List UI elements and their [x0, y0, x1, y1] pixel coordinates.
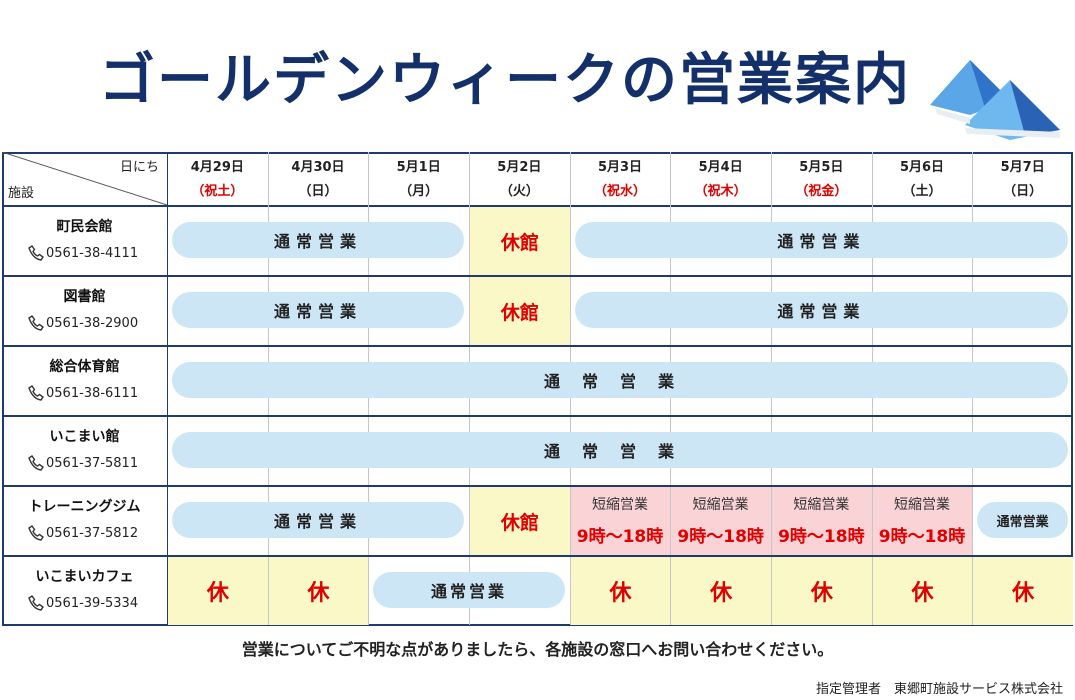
short-hours: 9時～18時: [778, 526, 865, 547]
column-line: [167, 152, 168, 625]
day-name: （日）: [1003, 183, 1043, 199]
open-pill: 通常営業: [172, 292, 464, 328]
short-cell: [872, 487, 973, 555]
closed-cell: 休: [168, 557, 268, 625]
facility-name: トレーニングジム: [28, 499, 141, 515]
closed-cell: 休館: [470, 277, 570, 345]
day-date: 4月30日: [291, 159, 345, 175]
title: ゴールデンウィークの営業案内: [99, 47, 911, 113]
short-label: 短縮営業: [793, 497, 850, 513]
facility-phone: 0561-38-6111: [46, 385, 139, 401]
open-pill: 通常営業: [172, 432, 1068, 468]
phone-icon: [28, 385, 44, 401]
day-date: 5月5日: [799, 159, 844, 175]
closed-cell: 休: [973, 557, 1073, 625]
facility-name: 図書館: [63, 289, 106, 305]
day-name: （祝金）: [795, 183, 848, 199]
credit: 指定管理者 東郷町施設サービス株式会社: [815, 682, 1063, 697]
short-label: 短縮営業: [893, 497, 950, 513]
closed-cell: 休: [772, 557, 872, 625]
day-date: 5月7日: [1000, 159, 1045, 175]
facility-name: 総合体育館: [49, 359, 120, 375]
row-line: [2, 485, 1073, 487]
facility-name: いこまいカフェ: [35, 569, 134, 585]
facility-phone: 0561-38-2900: [46, 315, 139, 331]
facility-name: いこまい館: [49, 429, 120, 445]
facility-phone: 0561-39-5334: [46, 595, 139, 611]
day-name: （火）: [499, 183, 539, 199]
closed-cell: 休: [671, 557, 771, 625]
corner-diagonal: [2, 152, 167, 205]
open-pill: 通常営業: [574, 292, 1068, 328]
short-label: 短縮営業: [591, 497, 648, 513]
row-line: [2, 415, 1073, 417]
phone-icon: [28, 595, 44, 611]
short-hours: 9時～18時: [576, 526, 664, 547]
facility-phone: 0561-37-5812: [46, 525, 139, 541]
open-pill: 通常営業: [574, 222, 1068, 258]
day-name: （祝木）: [694, 183, 747, 199]
short-cell: [772, 487, 872, 555]
day-date: 5月4日: [698, 159, 743, 175]
corner-bottom: 施設: [8, 186, 35, 201]
facility-name: 町民会館: [56, 219, 113, 235]
open-pill: 通常営業: [172, 222, 464, 258]
short-cell: [570, 487, 671, 555]
phone-icon: [28, 245, 44, 261]
day-date: 5月1日: [396, 159, 441, 175]
day-name: （土）: [902, 183, 942, 199]
footer-note: 営業についてご不明な点がありましたら、各施設の窓口へお問い合わせください。: [241, 640, 834, 659]
phone-icon: [28, 315, 44, 331]
open-pill: 通常営業: [172, 502, 464, 538]
day-name: （月）: [399, 183, 439, 199]
day-name: （日）: [298, 183, 338, 199]
short-hours: 9時～18時: [878, 526, 966, 547]
day-date: 5月2日: [497, 159, 542, 175]
row-line: [2, 555, 1073, 557]
day-date: 5月6日: [899, 159, 945, 175]
facility-phone: 0561-37-5811: [46, 455, 139, 471]
day-name: （祝土）: [191, 183, 244, 199]
open-pill: 通常営業: [172, 362, 1068, 398]
schedule-table: [2, 152, 1073, 626]
short-hours: 9時～18時: [677, 526, 764, 547]
closed-cell: 休: [570, 557, 671, 625]
short-label: 短縮営業: [692, 497, 749, 513]
closed-cell: 休: [872, 557, 973, 625]
phone-icon: [28, 525, 44, 541]
corner-top: 日にち: [119, 160, 159, 175]
day-name: （祝水）: [593, 183, 646, 199]
day-date: 5月3日: [597, 159, 643, 175]
closed-cell: 休: [268, 557, 369, 625]
header-border: [2, 205, 1073, 207]
closed-cell: 休館: [470, 207, 570, 275]
row-line: [2, 275, 1073, 277]
closed-cell: 休館: [470, 487, 570, 555]
open-pill: 通常営業: [373, 572, 565, 608]
facility-phone: 0561-38-4111: [46, 245, 139, 261]
helmet-icon: [930, 60, 1060, 140]
open-pill: 通常営業: [977, 502, 1068, 538]
day-date: 4月29日: [190, 159, 244, 175]
phone-icon: [28, 455, 44, 471]
short-cell: [671, 487, 771, 555]
row-line: [2, 345, 1073, 347]
